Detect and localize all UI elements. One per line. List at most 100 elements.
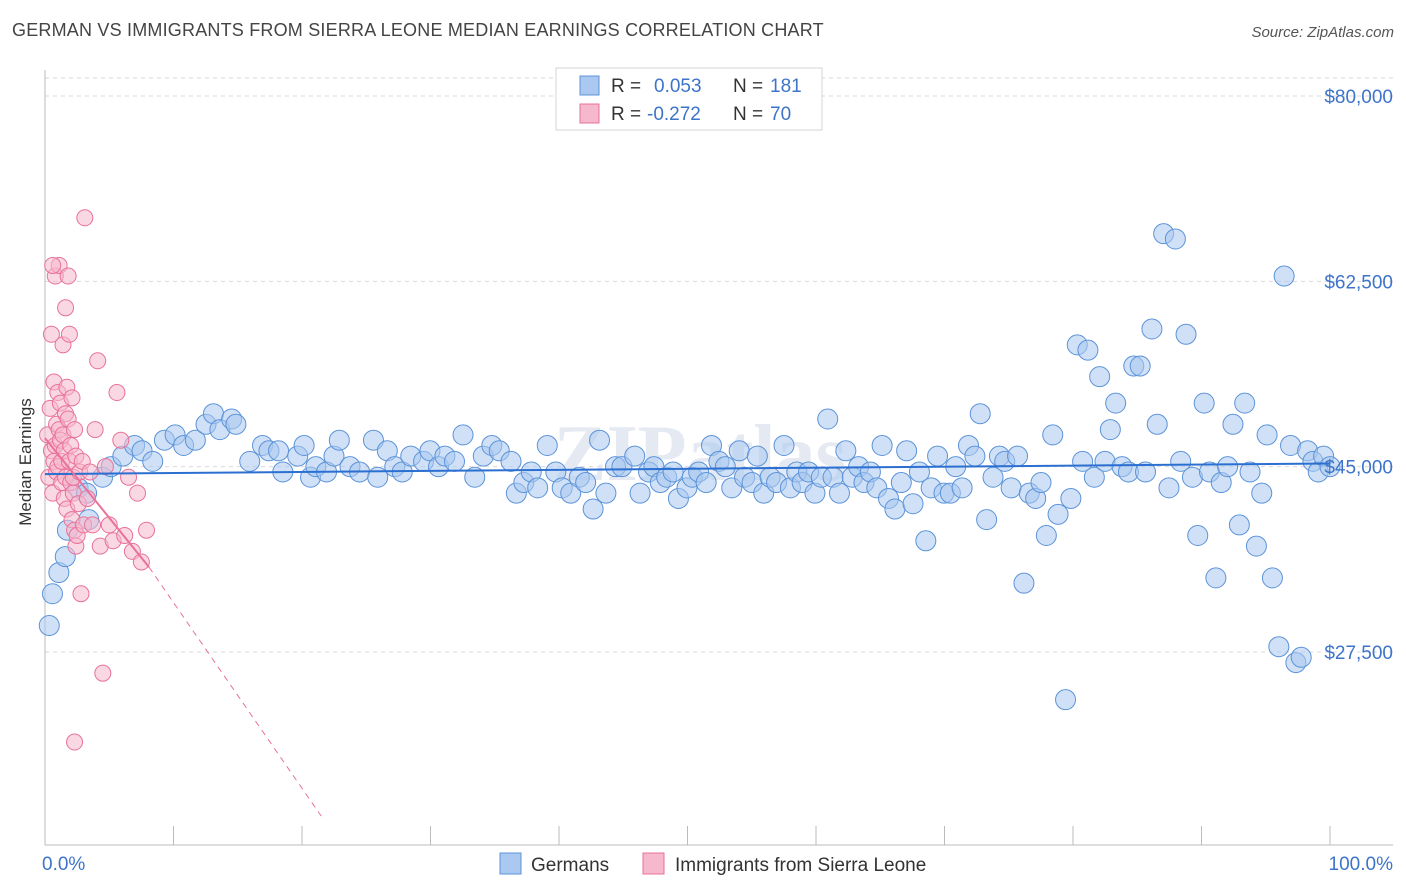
german-point — [828, 482, 850, 504]
german-point — [38, 615, 60, 637]
german-point — [927, 445, 949, 467]
german-point — [589, 429, 611, 451]
bottom-legend-swatch-germans — [499, 852, 522, 875]
german-point — [1055, 689, 1077, 711]
german-point — [536, 434, 558, 456]
legend-n-value: 181 — [770, 76, 802, 97]
german-point — [1007, 445, 1029, 467]
sierra-leone-point — [84, 516, 102, 534]
sierra-leone-point — [72, 585, 90, 603]
chart-title: GERMAN VS IMMIGRANTS FROM SIERRA LEONE M… — [12, 20, 824, 40]
german-point — [239, 450, 261, 472]
german-point — [1170, 450, 1192, 472]
sierra-leone-point — [96, 458, 114, 476]
german-point — [817, 408, 839, 430]
legend-n-label: N = — [733, 76, 763, 97]
x-tick-label: 100.0% — [1329, 854, 1394, 875]
trend-lines — [44, 437, 1331, 817]
bottom-legend-swatch-sierra-leone — [642, 852, 665, 875]
german-point — [1319, 456, 1341, 478]
sierra-leone-point — [86, 421, 104, 439]
legend-n-label: N = — [733, 104, 763, 125]
bottom-legend-germans: Germans — [531, 855, 609, 876]
german-point — [328, 429, 350, 451]
german-point — [1290, 646, 1312, 668]
german-point — [714, 456, 736, 478]
sierra-leone-point — [66, 421, 84, 439]
sierra-leone-point — [94, 664, 112, 682]
sierra-leone-point — [63, 389, 81, 407]
german-point — [1035, 525, 1057, 547]
german-point — [1060, 487, 1082, 509]
bottom-legend-sierra-leone: Immigrants from Sierra Leone — [675, 855, 926, 876]
german-point — [835, 440, 857, 462]
legend-r-value: 0.053 — [654, 76, 702, 97]
german-point — [969, 403, 991, 425]
german-point — [1217, 456, 1239, 478]
german-point — [964, 445, 986, 467]
german-point — [41, 583, 63, 605]
german-point — [884, 498, 906, 520]
sierra-leone-point — [89, 352, 107, 370]
correlation-legend: R = 0.053 N = 181 R = -0.272 N = 70 — [555, 67, 823, 131]
sierra-leone-point — [76, 209, 94, 227]
german-point — [225, 413, 247, 435]
german-point — [527, 477, 549, 499]
german-point — [1013, 572, 1035, 594]
german-point — [1187, 525, 1209, 547]
german-point — [629, 482, 651, 504]
german-point — [1251, 482, 1273, 504]
sierra-leone-point — [59, 267, 77, 285]
german-point — [1273, 265, 1295, 287]
sierra-leone-point — [129, 484, 147, 502]
german-point — [1000, 477, 1022, 499]
german-point — [184, 429, 206, 451]
sierra-leone-point — [42, 325, 60, 343]
legend-r-value: -0.272 — [647, 104, 701, 125]
german-point — [142, 450, 164, 472]
german-point — [1228, 514, 1250, 536]
german-point — [1030, 472, 1052, 494]
legend-swatch-sierra-leone — [579, 103, 600, 124]
german-point — [746, 445, 768, 467]
y-tick-label: $27,500 — [1324, 643, 1393, 664]
german-point — [1268, 636, 1290, 658]
legend-n-value: 70 — [770, 104, 791, 125]
chart-source: Source: ZipAtlas.com — [1251, 24, 1394, 41]
german-point — [1047, 503, 1069, 525]
german-point — [871, 434, 893, 456]
german-point — [1158, 477, 1180, 499]
x-tick-labels: 0.0% 100.0% — [42, 854, 1393, 875]
sierra-leone-point — [132, 553, 150, 571]
german-point — [293, 434, 315, 456]
legend-swatch-germans — [579, 75, 600, 96]
german-point — [464, 466, 486, 488]
german-point — [1234, 392, 1256, 414]
sierra-leone-point — [57, 299, 75, 317]
german-point — [1222, 413, 1244, 435]
german-point — [695, 472, 717, 494]
germans-points — [38, 223, 1341, 711]
german-point — [443, 450, 465, 472]
y-axis-label: Median Earnings — [16, 398, 35, 526]
german-point — [367, 466, 389, 488]
y-tick-label: $62,500 — [1324, 272, 1393, 293]
german-point — [1261, 567, 1283, 589]
series-legend: Germans Immigrants from Sierra Leone — [499, 852, 926, 876]
german-point — [1105, 392, 1127, 414]
sierra-leone-point — [81, 463, 99, 481]
german-point — [1205, 567, 1227, 589]
german-point — [595, 482, 617, 504]
german-point — [1256, 424, 1278, 446]
german-point — [500, 450, 522, 472]
sierra-leone-point — [112, 431, 130, 449]
german-point — [915, 530, 937, 552]
sierra-leone-point — [108, 384, 126, 402]
german-point — [1175, 323, 1197, 345]
german-point — [452, 424, 474, 446]
sierra-leone-point — [60, 325, 78, 343]
german-point — [575, 472, 597, 494]
german-point — [1089, 366, 1111, 388]
german-point — [1077, 339, 1099, 361]
